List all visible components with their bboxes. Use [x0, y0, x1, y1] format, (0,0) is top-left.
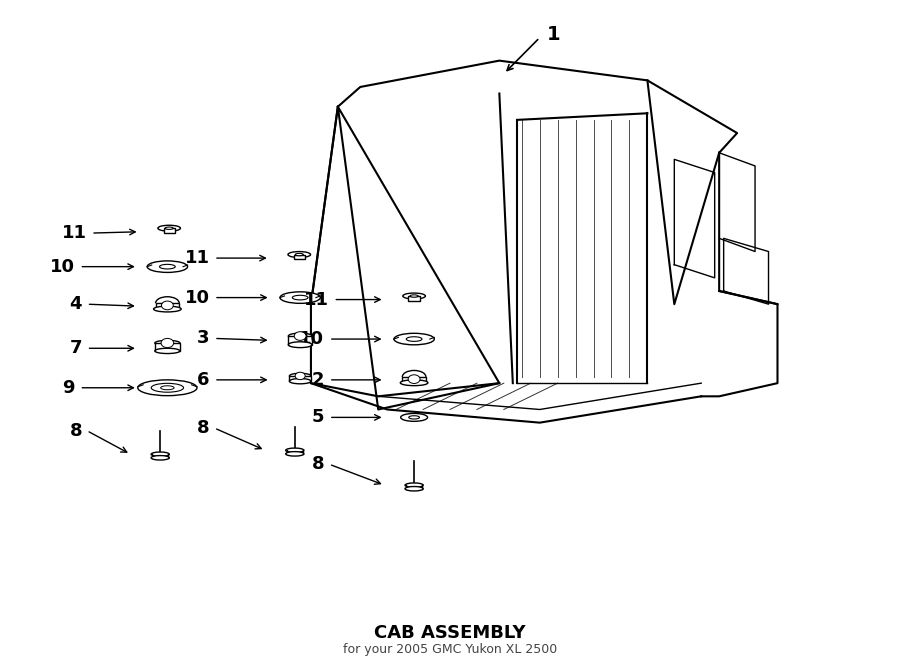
- Ellipse shape: [400, 380, 428, 385]
- Ellipse shape: [288, 342, 312, 348]
- Ellipse shape: [165, 227, 173, 229]
- Polygon shape: [155, 343, 180, 351]
- Polygon shape: [293, 254, 305, 259]
- Ellipse shape: [290, 373, 310, 379]
- Ellipse shape: [290, 379, 310, 384]
- Polygon shape: [288, 336, 312, 345]
- Text: 7: 7: [69, 339, 82, 358]
- Circle shape: [161, 338, 174, 348]
- Ellipse shape: [409, 416, 419, 419]
- Ellipse shape: [285, 451, 304, 456]
- Polygon shape: [409, 296, 419, 301]
- Ellipse shape: [292, 295, 308, 300]
- Text: 11: 11: [61, 224, 86, 242]
- Polygon shape: [164, 228, 175, 233]
- Text: 8: 8: [69, 422, 82, 440]
- Ellipse shape: [288, 252, 310, 258]
- Text: 10: 10: [50, 258, 75, 276]
- Ellipse shape: [285, 448, 304, 453]
- Polygon shape: [156, 303, 179, 309]
- Text: 10: 10: [184, 289, 210, 307]
- Ellipse shape: [155, 348, 180, 354]
- Ellipse shape: [138, 380, 197, 396]
- Polygon shape: [290, 376, 310, 381]
- Ellipse shape: [159, 264, 176, 269]
- Ellipse shape: [405, 483, 423, 487]
- Ellipse shape: [288, 333, 312, 339]
- Ellipse shape: [295, 253, 303, 256]
- Ellipse shape: [155, 340, 180, 346]
- Ellipse shape: [400, 413, 428, 421]
- Ellipse shape: [280, 292, 320, 303]
- Text: 9: 9: [62, 379, 75, 397]
- Text: 1: 1: [546, 25, 560, 44]
- Ellipse shape: [151, 383, 184, 392]
- Ellipse shape: [403, 293, 426, 299]
- Text: 4: 4: [69, 295, 82, 313]
- Text: 8: 8: [197, 419, 210, 437]
- Text: CAB ASSEMBLY: CAB ASSEMBLY: [374, 624, 526, 642]
- Text: 5: 5: [312, 408, 324, 426]
- Text: 11: 11: [184, 249, 210, 267]
- Text: 8: 8: [311, 455, 324, 473]
- Text: 2: 2: [312, 371, 324, 389]
- Ellipse shape: [151, 455, 169, 460]
- Ellipse shape: [148, 261, 187, 272]
- Text: for your 2005 GMC Yukon XL 2500: for your 2005 GMC Yukon XL 2500: [343, 643, 557, 656]
- Ellipse shape: [160, 386, 174, 390]
- Ellipse shape: [158, 225, 181, 231]
- Ellipse shape: [410, 295, 419, 297]
- Circle shape: [409, 375, 420, 383]
- Ellipse shape: [154, 306, 181, 312]
- Ellipse shape: [405, 486, 423, 491]
- Text: 11: 11: [304, 291, 328, 309]
- Circle shape: [294, 332, 306, 340]
- Ellipse shape: [151, 452, 169, 457]
- Ellipse shape: [406, 336, 422, 341]
- Text: 3: 3: [197, 329, 210, 348]
- Polygon shape: [402, 377, 426, 383]
- Circle shape: [161, 301, 174, 310]
- Text: 10: 10: [300, 330, 324, 348]
- Ellipse shape: [394, 333, 435, 345]
- Circle shape: [295, 372, 305, 379]
- Text: 6: 6: [197, 371, 210, 389]
